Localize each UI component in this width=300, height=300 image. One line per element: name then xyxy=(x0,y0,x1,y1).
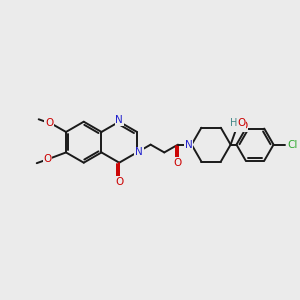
Text: O: O xyxy=(45,118,53,128)
Text: O: O xyxy=(237,118,245,128)
Text: N: N xyxy=(116,115,123,125)
Text: H: H xyxy=(230,118,237,128)
Text: O: O xyxy=(239,121,248,131)
Text: H: H xyxy=(234,121,241,131)
Text: N: N xyxy=(135,147,143,158)
Text: O: O xyxy=(43,154,52,164)
Text: N: N xyxy=(185,140,193,150)
Text: Cl: Cl xyxy=(287,140,297,150)
Text: O: O xyxy=(115,177,123,187)
Text: O: O xyxy=(174,158,182,168)
